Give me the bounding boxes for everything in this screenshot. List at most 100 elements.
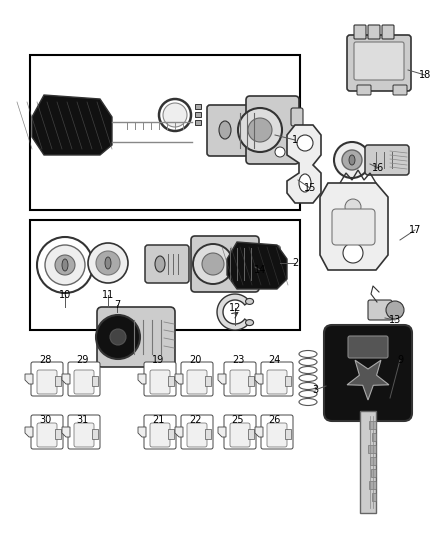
Polygon shape — [227, 242, 287, 289]
Bar — [205, 376, 211, 386]
Bar — [372, 493, 376, 501]
Circle shape — [238, 108, 282, 152]
FancyBboxPatch shape — [150, 423, 170, 447]
FancyBboxPatch shape — [354, 42, 404, 80]
Polygon shape — [138, 427, 146, 437]
FancyBboxPatch shape — [368, 25, 380, 39]
FancyBboxPatch shape — [365, 145, 409, 175]
Circle shape — [342, 150, 362, 170]
Polygon shape — [25, 374, 33, 384]
Circle shape — [297, 135, 313, 151]
Bar — [92, 429, 98, 439]
FancyBboxPatch shape — [150, 370, 170, 394]
Ellipse shape — [105, 257, 111, 269]
Circle shape — [45, 245, 85, 285]
Bar — [285, 429, 291, 439]
FancyBboxPatch shape — [332, 209, 375, 245]
Circle shape — [272, 276, 276, 280]
FancyBboxPatch shape — [68, 362, 100, 396]
Text: 3: 3 — [312, 385, 318, 395]
Circle shape — [37, 237, 93, 293]
Polygon shape — [287, 125, 321, 203]
Circle shape — [193, 244, 233, 284]
FancyBboxPatch shape — [191, 236, 259, 292]
Text: 11: 11 — [102, 290, 114, 300]
FancyBboxPatch shape — [291, 108, 303, 126]
Polygon shape — [218, 427, 226, 437]
FancyBboxPatch shape — [261, 362, 293, 396]
Text: 24: 24 — [268, 355, 280, 365]
FancyBboxPatch shape — [74, 423, 94, 447]
FancyBboxPatch shape — [31, 362, 63, 396]
FancyBboxPatch shape — [68, 415, 100, 449]
FancyBboxPatch shape — [187, 370, 207, 394]
Polygon shape — [175, 427, 183, 437]
Text: 16: 16 — [372, 163, 384, 173]
FancyBboxPatch shape — [74, 370, 94, 394]
Circle shape — [159, 99, 191, 131]
Text: 7: 7 — [114, 300, 120, 310]
Bar — [369, 421, 376, 429]
FancyBboxPatch shape — [347, 35, 411, 91]
Bar — [55, 429, 61, 439]
FancyBboxPatch shape — [207, 105, 268, 156]
Bar — [370, 457, 376, 465]
FancyBboxPatch shape — [187, 423, 207, 447]
Circle shape — [334, 142, 370, 178]
Circle shape — [55, 255, 75, 275]
Text: 28: 28 — [39, 355, 51, 365]
FancyBboxPatch shape — [354, 25, 366, 39]
FancyBboxPatch shape — [181, 362, 213, 396]
Bar — [195, 112, 201, 117]
Text: 9: 9 — [397, 355, 403, 365]
Bar — [205, 429, 211, 439]
Polygon shape — [25, 427, 33, 437]
FancyBboxPatch shape — [261, 415, 293, 449]
FancyBboxPatch shape — [97, 307, 175, 367]
Ellipse shape — [246, 320, 254, 326]
Polygon shape — [320, 183, 388, 270]
Polygon shape — [217, 294, 250, 330]
Text: 21: 21 — [152, 415, 164, 425]
FancyBboxPatch shape — [324, 325, 412, 421]
Text: 14: 14 — [254, 265, 266, 275]
Text: 1: 1 — [292, 135, 298, 145]
Ellipse shape — [62, 259, 68, 271]
Ellipse shape — [246, 298, 254, 304]
FancyBboxPatch shape — [357, 85, 371, 95]
FancyBboxPatch shape — [230, 370, 250, 394]
Text: 12: 12 — [229, 303, 241, 313]
Circle shape — [276, 265, 280, 271]
Ellipse shape — [349, 155, 355, 165]
Bar — [248, 376, 254, 386]
FancyBboxPatch shape — [37, 423, 57, 447]
FancyBboxPatch shape — [267, 423, 287, 447]
Circle shape — [272, 255, 276, 261]
FancyBboxPatch shape — [368, 300, 392, 320]
Circle shape — [386, 301, 404, 319]
Text: 13: 13 — [389, 315, 401, 325]
Circle shape — [343, 243, 363, 263]
Polygon shape — [218, 374, 226, 384]
Text: 25: 25 — [232, 415, 244, 425]
Polygon shape — [255, 427, 263, 437]
Text: 29: 29 — [76, 355, 88, 365]
Circle shape — [345, 199, 361, 215]
Polygon shape — [62, 374, 70, 384]
Circle shape — [248, 118, 272, 142]
Bar — [372, 433, 376, 441]
Polygon shape — [32, 95, 112, 155]
Circle shape — [276, 246, 280, 251]
Bar — [195, 120, 201, 125]
Bar — [168, 376, 174, 386]
Polygon shape — [175, 374, 183, 384]
Circle shape — [268, 255, 272, 261]
Bar — [368, 445, 376, 453]
Circle shape — [276, 255, 280, 261]
Circle shape — [96, 315, 140, 359]
Circle shape — [88, 243, 128, 283]
Circle shape — [202, 253, 224, 275]
Text: 18: 18 — [419, 70, 431, 80]
Polygon shape — [62, 427, 70, 437]
FancyBboxPatch shape — [267, 370, 287, 394]
